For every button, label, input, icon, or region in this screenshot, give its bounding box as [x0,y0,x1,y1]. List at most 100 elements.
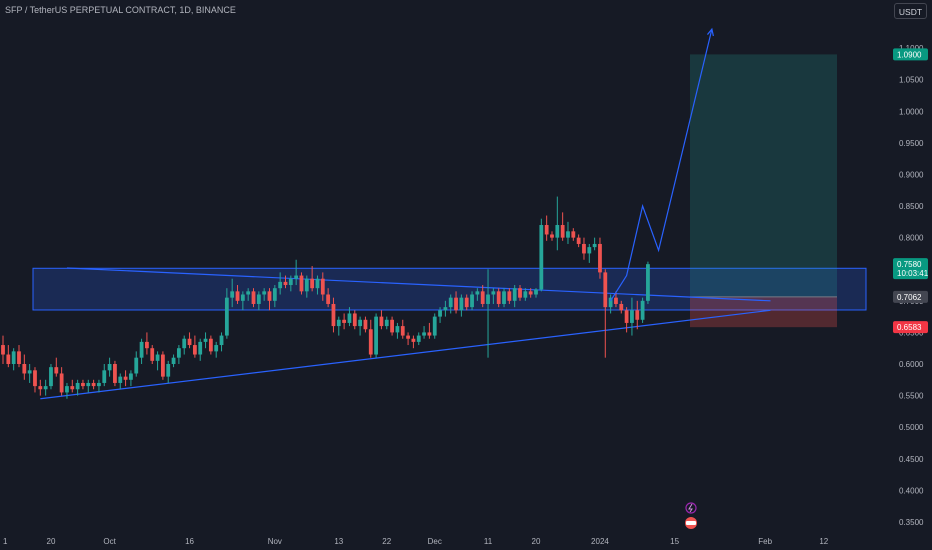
candle [342,313,347,330]
candle [635,300,640,330]
candle [374,313,378,358]
candle [587,243,592,263]
candle [246,288,251,301]
candle [566,221,570,244]
candle-body [283,281,288,286]
candle-body [646,264,650,301]
candle-body [75,382,80,390]
candle [544,215,549,241]
x-axis-tick-label: 20 [532,537,541,546]
candle [27,364,32,383]
candle [176,345,181,364]
candle [368,319,373,358]
candle-body [603,272,608,308]
candle [81,379,85,390]
candle-body [379,316,384,327]
candle [145,332,149,355]
candle-body [400,326,405,336]
candle-body [155,354,160,361]
candle-body [347,313,352,323]
candle [299,272,304,295]
candle [139,338,144,364]
candle [491,288,496,304]
candle-body [592,243,597,248]
candle-body [448,297,453,308]
candle [486,269,490,358]
candle [155,351,160,371]
candle-body [406,335,410,339]
candle [475,288,480,301]
y-axis-tick-label: 0.5000 [899,423,924,432]
earnings-event-glyph [686,521,696,525]
candle [464,294,469,311]
candle-body [310,278,315,289]
candle-body [560,225,565,238]
candle [480,285,485,308]
y-axis-tick-label: 0.3500 [899,518,924,527]
candle [416,332,421,346]
candle-body [555,225,560,238]
candle-body [299,275,304,292]
flash-event-icon [685,502,697,514]
candle [395,322,400,339]
target-zone [690,54,837,297]
stop-price-label-text: 0.6583 [897,323,922,332]
x-axis-tick-label: 2024 [591,537,609,546]
candle-body [150,348,155,361]
candle [598,237,602,279]
candle [1,335,5,364]
candle-body [294,275,299,279]
x-axis-tick-label: 13 [334,537,343,546]
candle-body [486,294,490,304]
candle-body [320,278,325,295]
stop-price-label: 0.6583 [893,321,928,334]
candle-body [416,335,421,342]
candle-body [176,348,181,358]
candle [534,288,538,298]
candle-body [129,373,133,380]
candle [459,294,464,317]
candle [315,275,320,295]
target-price-label-bg [893,48,928,61]
candle [192,335,197,358]
candle [411,335,416,349]
candle-body [331,303,336,327]
candle-body [614,297,618,304]
candle [294,259,299,286]
candle [630,297,634,336]
currency-button[interactable]: USDT [894,3,927,19]
candle-body [198,341,203,355]
entry-price-label-bg [893,290,928,303]
candle-body [246,291,251,295]
candle [171,354,176,368]
candle [390,316,394,336]
candle [102,364,107,387]
candle-body [139,341,144,358]
candle [283,275,288,289]
candle-body [11,351,16,364]
candle-body [192,345,197,355]
candle-body [27,370,32,374]
candle [592,237,597,251]
candle [523,288,528,301]
candle-body [587,247,592,254]
candle-body [97,382,101,387]
candle-body [70,386,75,390]
candle [262,288,267,301]
candle [123,370,128,387]
candle [65,382,69,399]
candle [582,237,586,260]
candle-body [288,278,293,286]
candle-body [219,335,224,346]
y-axis-tick-label: 1.0000 [899,107,924,116]
candle-body [81,382,85,387]
candle-body [496,291,501,304]
x-axis-tick-label: 20 [47,537,56,546]
candle [603,269,608,358]
trendline [40,309,771,400]
y-axis-tick-label: 0.4500 [899,455,924,464]
candle [352,310,357,330]
candle-body [454,297,458,311]
